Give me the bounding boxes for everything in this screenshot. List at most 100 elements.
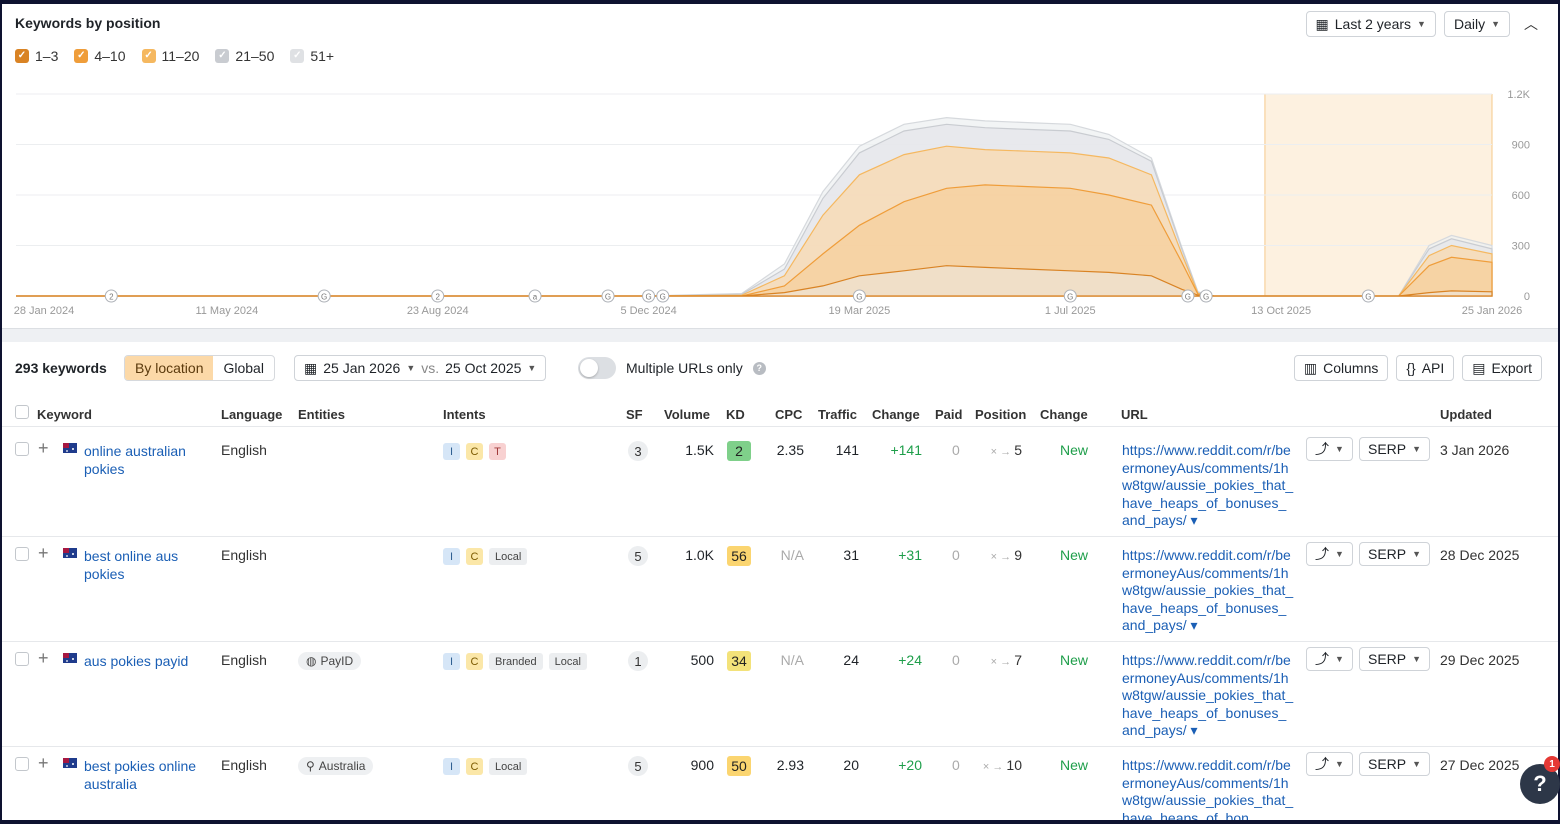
serp-dropdown[interactable]: SERP ▼: [1359, 542, 1431, 566]
legend-item[interactable]: ✓ 51+: [290, 48, 334, 64]
add-keyword-plus-icon[interactable]: +: [38, 753, 49, 773]
legend-item[interactable]: ✓ 1–3: [15, 48, 58, 64]
sf-badge[interactable]: 1: [628, 651, 648, 671]
col-language[interactable]: Language: [221, 407, 283, 422]
keyword-link[interactable]: best pokies online australia: [84, 758, 197, 792]
annotation-marker-label: G: [1067, 293, 1073, 302]
col-keyword[interactable]: Keyword: [37, 407, 92, 422]
calendar-icon: ▦: [1315, 15, 1329, 32]
section-divider: [2, 328, 1558, 342]
col-paid[interactable]: Paid: [935, 407, 963, 422]
col-volume[interactable]: Volume: [664, 407, 710, 422]
row-checkbox[interactable]: [15, 757, 29, 771]
arrow-right-icon: →: [997, 551, 1015, 563]
cpc-cell: N/A: [780, 652, 804, 668]
sf-badge[interactable]: 3: [628, 441, 648, 461]
col-kd[interactable]: KD: [726, 407, 745, 422]
sf-badge[interactable]: 5: [628, 546, 648, 566]
global-tab[interactable]: Global: [223, 360, 264, 376]
trend-dropdown[interactable]: ⤴ ▼: [1306, 752, 1353, 776]
annotation-marker: [852, 289, 866, 303]
position-to: 9: [1014, 547, 1022, 563]
row-checkbox[interactable]: [15, 652, 29, 666]
trend-dropdown[interactable]: ⤴ ▼: [1306, 542, 1353, 566]
kd-badge: 56: [727, 546, 751, 566]
export-file-icon: ▤: [1472, 359, 1486, 376]
url-link[interactable]: https://www.reddit.com/r/beermoneyAus/co…: [1122, 547, 1294, 634]
add-keyword-plus-icon[interactable]: +: [38, 648, 49, 668]
kd-badge: 34: [727, 651, 751, 671]
col-position-change[interactable]: Change: [1040, 407, 1088, 422]
position-cell: × → 9: [982, 547, 1022, 563]
multiple-urls-toggle[interactable]: [578, 357, 616, 379]
updated-cell: 3 Jan 2026: [1440, 442, 1510, 458]
col-position[interactable]: Position: [975, 407, 1027, 422]
select-all-checkbox[interactable]: [15, 405, 29, 419]
location-pin-icon: ⚲: [306, 759, 315, 773]
col-traffic[interactable]: Traffic: [818, 407, 858, 422]
col-entities[interactable]: Entities: [298, 407, 345, 422]
legend-label: 21–50: [235, 48, 275, 64]
legend-label: 11–20: [161, 48, 200, 64]
app-frame: Keywords by position ✓ 1–3 ✓ 4–10 ✓ 11–20 ✓ 21–…: [2, 4, 1558, 820]
serp-dropdown[interactable]: SERP ▼: [1359, 647, 1431, 671]
australia-flag-icon: [63, 653, 77, 663]
by-location-tab[interactable]: By location: [125, 356, 214, 380]
url-link[interactable]: https://www.reddit.com/r/beermoneyAus/co…: [1122, 757, 1294, 820]
compare-dates-dropdown[interactable]: ▦ 25 Jan 2026 ▼ vs. 25 Oct 2025 ▼: [294, 355, 547, 381]
collapse-chevron-up-icon[interactable]: ︿: [1524, 16, 1538, 32]
x-tick-label: 25 Jan 2026: [1462, 305, 1523, 317]
add-keyword-plus-icon[interactable]: +: [38, 543, 49, 563]
keyword-link[interactable]: aus pokies payid: [84, 653, 189, 669]
col-intents[interactable]: Intents: [443, 407, 486, 422]
url-link[interactable]: https://www.reddit.com/r/beermoneyAus/co…: [1122, 652, 1294, 739]
legend-checkbox[interactable]: ✓: [141, 49, 156, 63]
serp-dropdown[interactable]: SERP ▼: [1359, 437, 1431, 461]
add-keyword-plus-icon[interactable]: +: [38, 438, 49, 458]
columns-button[interactable]: ▥ Columns: [1293, 355, 1389, 381]
col-sf[interactable]: SF: [626, 407, 643, 422]
y-tick-label: 1.2K: [1507, 89, 1530, 101]
legend-item[interactable]: ✓ 21–50: [215, 48, 274, 64]
serp-dropdown[interactable]: SERP ▼: [1359, 752, 1431, 776]
keywords-count: 293 keywords: [15, 360, 107, 376]
kd-badge: 50: [727, 756, 751, 776]
keyword-link[interactable]: best online aus pokies: [84, 548, 179, 582]
help-icon[interactable]: ?: [752, 361, 766, 375]
legend-item[interactable]: ✓ 11–20: [141, 48, 200, 64]
annotation-marker: [317, 289, 331, 303]
trend-dropdown[interactable]: ⤴ ▼: [1306, 437, 1353, 461]
legend-checkbox[interactable]: ✓: [74, 49, 89, 63]
annotation-marker-label: a: [533, 293, 538, 302]
col-url[interactable]: URL: [1121, 407, 1148, 422]
legend-checkbox[interactable]: ✓: [290, 49, 305, 63]
legend-checkbox[interactable]: ✓: [215, 49, 230, 63]
date-range-dropdown[interactable]: ▦ Last 2 years ▼: [1305, 11, 1436, 37]
sf-badge[interactable]: 5: [628, 756, 648, 776]
entity-chip[interactable]: ◍ PayID: [298, 652, 362, 670]
australia-flag-icon: [63, 548, 77, 558]
date-range-label: Last 2 years: [1334, 16, 1412, 32]
interval-dropdown[interactable]: Daily ▼: [1443, 11, 1510, 37]
trend-line-icon: ⤴: [1315, 756, 1329, 772]
export-button[interactable]: ▤ Export: [1462, 355, 1542, 381]
keyword-link[interactable]: online australian pokies: [84, 443, 186, 477]
x-tick-label: 28 Jan 2024: [14, 305, 75, 317]
legend-checkbox[interactable]: ✓: [15, 49, 29, 63]
traffic-cell: 24: [843, 652, 859, 668]
multiple-urls-toggle-wrap: Multiple URLs only ?: [578, 357, 766, 379]
col-updated[interactable]: Updated: [1440, 407, 1492, 422]
entity-chip[interactable]: ⚲ Australia: [298, 757, 374, 775]
row-checkbox[interactable]: [15, 547, 29, 561]
col-cpc[interactable]: CPC: [775, 407, 803, 422]
volume-cell: 1.5K: [685, 442, 714, 458]
row-checkbox[interactable]: [15, 442, 29, 456]
url-link[interactable]: https://www.reddit.com/r/beermoneyAus/co…: [1122, 442, 1294, 529]
legend-item[interactable]: ✓ 4–10: [74, 48, 126, 64]
trend-dropdown[interactable]: ⤴ ▼: [1306, 647, 1353, 671]
intent-tag: Local: [489, 548, 528, 565]
col-change[interactable]: Change: [872, 407, 920, 422]
api-button[interactable]: {} API: [1396, 355, 1455, 381]
paid-cell: 0: [952, 652, 960, 668]
